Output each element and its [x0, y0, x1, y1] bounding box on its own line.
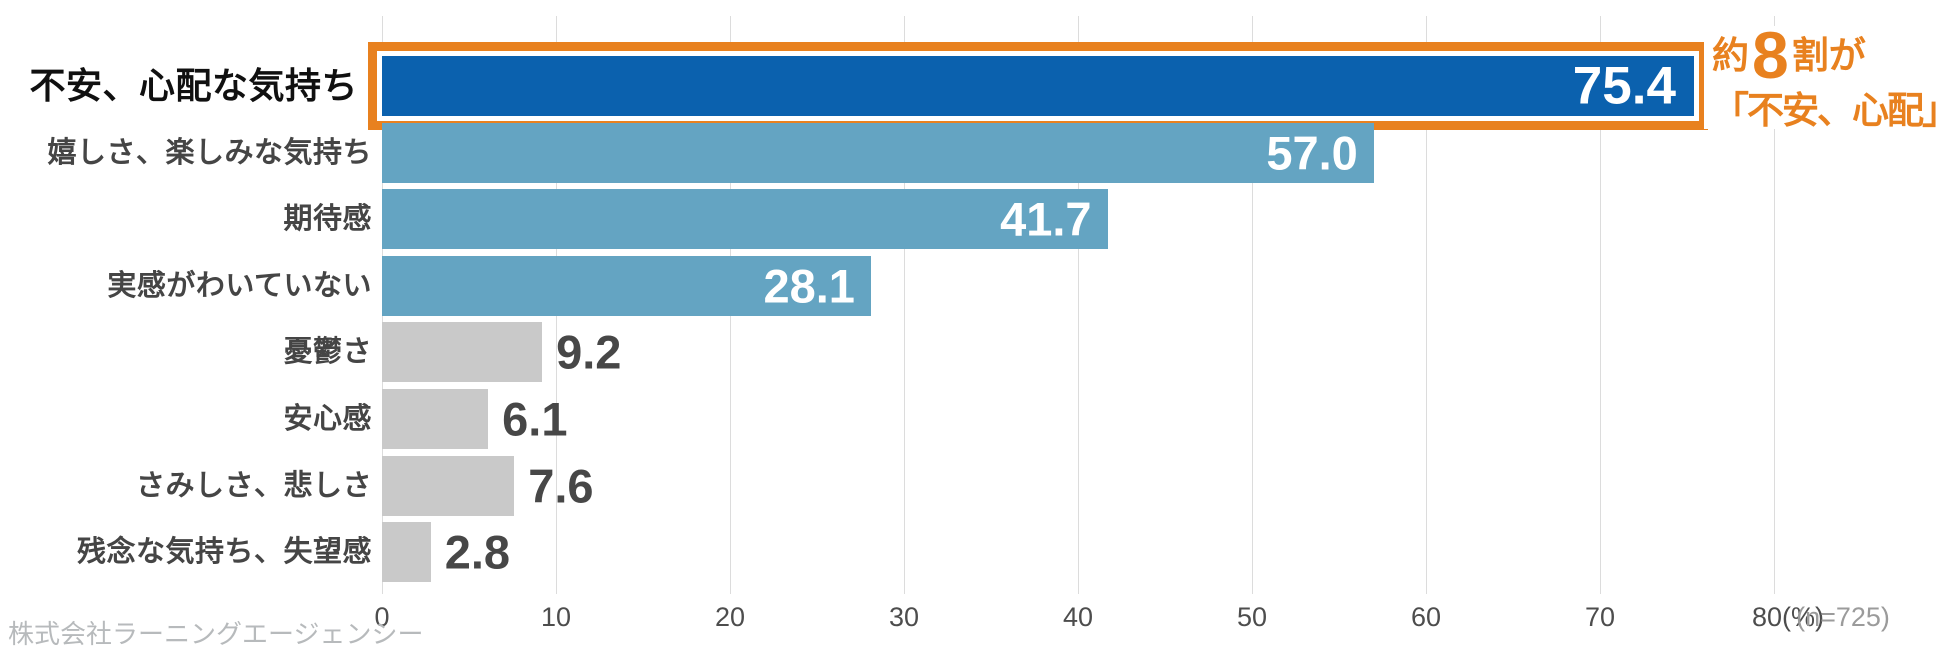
bar-row-relief: 安心感 6.1 6.1	[283, 388, 1774, 449]
x-tick-50: 50	[1236, 602, 1268, 632]
bar-relief: 6.1	[382, 388, 489, 449]
value-label: 75.4	[1572, 56, 1676, 116]
value-label-outside: 9.2	[556, 325, 622, 379]
bar-wrap: 28.1	[382, 255, 871, 316]
gridline-30	[904, 16, 905, 594]
callout-annotation: 約 8 割が 「不安、心配」	[1704, 18, 1950, 131]
category-label: 期待感	[283, 203, 372, 236]
bar-wrap: 57.0	[382, 122, 1374, 183]
value-label: 28.1	[763, 259, 855, 313]
bar-happiness: 57.0	[382, 122, 1374, 183]
bar-row-anxiety: 不安、心配な気持ち 75.4 75.4	[29, 42, 1774, 130]
sample-size-label: (n=725)	[1796, 602, 1890, 632]
gridline-40	[1078, 16, 1079, 594]
value-label-outside: 2.8	[444, 525, 511, 579]
gridline-60	[1426, 16, 1427, 594]
bar-row-not-real-yet: 実感がわいていない 28.1 28.1	[107, 255, 1774, 316]
bar-expectation: 41.7	[382, 189, 1108, 250]
bar-not-real-yet: 28.1	[382, 255, 871, 316]
bar-row-expectation: 期待感 41.7 41.7	[283, 189, 1774, 250]
category-label: 不安、心配な気持ち	[29, 65, 358, 106]
gridline-70	[1600, 16, 1601, 594]
bar-row-happiness: 嬉しさ、楽しみな気持ち 57.0 57.0	[47, 122, 1774, 183]
annotation-line2: 「不安、心配」	[1712, 90, 1950, 131]
category-label: 安心感	[283, 402, 372, 435]
bar-melancholy: 9.2	[382, 322, 543, 383]
category-label: 実感がわいていない	[107, 269, 372, 302]
highlight-frame: 75.4	[368, 42, 1708, 130]
bar-disappointment: 2.8	[382, 522, 431, 583]
x-tick-30: 30	[888, 602, 920, 632]
bar-wrap: 7.6 7.6	[382, 455, 594, 516]
bar-anxiety: 75.4	[382, 56, 1694, 116]
category-label: さみしさ、悲しさ	[135, 469, 372, 502]
value-label-outside: 7.6	[528, 459, 594, 513]
bar-loneliness: 7.6	[382, 455, 515, 516]
x-tick-40: 40	[1062, 602, 1094, 632]
bar-row-disappointment: 残念な気持ち、失望感 2.8 2.8	[77, 522, 1774, 583]
x-tick-80-percent: 80(%)	[1751, 602, 1825, 632]
value-label: 57.0	[1266, 126, 1358, 180]
x-tick-20: 20	[714, 602, 746, 632]
bar-wrap: 6.1 6.1	[382, 388, 567, 449]
annotation-prefix: 約	[1712, 34, 1749, 76]
x-tick-70: 70	[1584, 602, 1616, 632]
bar-wrap: 41.7	[382, 189, 1108, 250]
value-label: 41.7	[1000, 192, 1092, 246]
x-tick-10: 10	[540, 602, 572, 632]
annotation-big-number: 8	[1752, 18, 1789, 92]
category-label: 憂鬱さ	[283, 336, 372, 369]
bar-row-melancholy: 憂鬱さ 9.2 9.2	[283, 322, 1774, 383]
gridline-50	[1252, 16, 1253, 594]
x-tick-0: 0	[374, 602, 390, 632]
annotation-suffix: 割が	[1791, 34, 1866, 76]
x-tick-60: 60	[1410, 602, 1442, 632]
source-credit: 株式会社ラーニングエージェンシー	[8, 619, 424, 649]
category-label: 残念な気持ち、失望感	[76, 536, 372, 569]
bar-row-loneliness: さみしさ、悲しさ 7.6 7.6	[136, 455, 1774, 516]
annotation-line1: 約 8 割が	[1712, 18, 1950, 92]
category-label: 嬉しさ、楽しみな気持ち	[47, 136, 372, 169]
bar-wrap: 2.8 2.8	[382, 522, 510, 583]
gridline-80	[1774, 16, 1775, 594]
bar-rows: 不安、心配な気持ち 75.4 75.4 嬉しさ、楽しみな気持ち 57.0 57.…	[29, 42, 1774, 589]
value-label-outside: 6.1	[502, 392, 568, 446]
bar-wrap: 9.2 9.2	[382, 322, 621, 383]
